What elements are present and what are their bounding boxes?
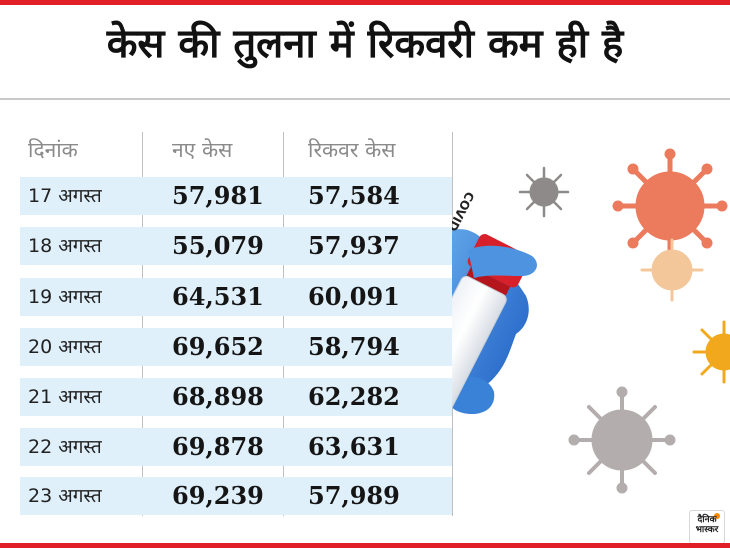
cell-new-cases: 69,652	[172, 332, 264, 361]
top-accent-bar	[0, 0, 730, 5]
dainik-bhaskar-logo: दैनिक भास्कर	[689, 510, 725, 544]
table-row: 18 अगस्त 55,079 57,937	[20, 227, 452, 265]
cell-recovered-cases: 57,989	[308, 481, 400, 510]
virus-icon	[612, 148, 728, 264]
cell-new-cases: 55,079	[172, 231, 264, 260]
table-row: 23 अगस्त 69,239 57,989	[20, 477, 452, 515]
cell-new-cases: 69,878	[172, 432, 264, 461]
header-recovered-cases: रिकवर केस	[308, 138, 396, 162]
virus-icon	[692, 320, 730, 384]
cell-new-cases: 69,239	[172, 481, 264, 510]
cell-date: 17 अगस्त	[28, 185, 102, 207]
cell-new-cases: 64,531	[172, 282, 264, 311]
cell-recovered-cases: 57,584	[308, 181, 400, 210]
table-row: 19 अगस्त 64,531 60,091	[20, 278, 452, 316]
cell-date: 20 अगस्त	[28, 336, 102, 358]
logo-line-2: भास्कर	[695, 525, 719, 535]
cell-date: 23 अगस्त	[28, 485, 102, 507]
cell-new-cases: 68,898	[172, 382, 264, 411]
cell-recovered-cases: 58,794	[308, 332, 400, 361]
logo-line-1: दैनिक	[697, 515, 717, 525]
glove-thumb	[468, 245, 537, 278]
cell-date: 18 अगस्त	[28, 235, 102, 257]
bottom-accent-bar	[0, 543, 730, 548]
cell-date: 22 अगस्त	[28, 436, 102, 458]
cell-recovered-cases: 63,631	[308, 432, 400, 461]
cell-new-cases: 57,981	[172, 181, 264, 210]
column-divider	[283, 132, 284, 516]
table-row: 21 अगस्त 68,898 62,282	[20, 378, 452, 416]
table-row: 20 अगस्त 69,652 58,794	[20, 328, 452, 366]
cell-date: 21 अगस्त	[28, 386, 102, 408]
virus-icon	[568, 386, 676, 494]
header-new-cases: नए केस	[172, 138, 233, 162]
table-row: 22 अगस्त 69,878 63,631	[20, 428, 452, 466]
virus-icon	[518, 166, 570, 218]
cell-recovered-cases: 60,091	[308, 282, 400, 311]
column-divider	[142, 132, 143, 516]
covid-test-illustration: COVID-19 :-☐+☑	[452, 130, 730, 518]
header-date: दिनांक	[28, 138, 78, 162]
page-title: केस की तुलना में रिकवरी कम ही है	[106, 21, 624, 67]
virus-icon	[640, 238, 704, 302]
cell-recovered-cases: 62,282	[308, 382, 400, 411]
table-row: 17 अगस्त 57,981 57,584	[20, 177, 452, 215]
title-divider	[0, 98, 730, 100]
logo-sun-icon	[714, 513, 720, 519]
illustration-svg: COVID-19 :-☐+☑	[452, 148, 730, 494]
cell-recovered-cases: 57,937	[308, 231, 400, 260]
cell-date: 19 अगस्त	[28, 286, 102, 308]
